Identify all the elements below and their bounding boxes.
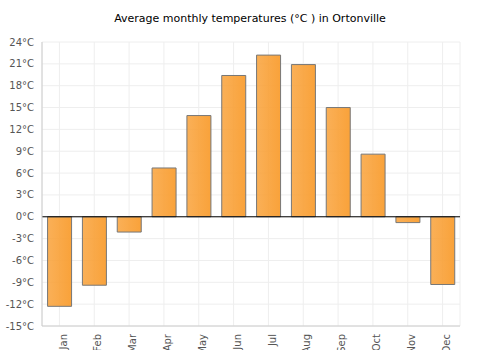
svg-text:-12°C: -12°C (8, 299, 34, 310)
svg-text:9°C: 9°C (16, 146, 34, 157)
svg-text:15°C: 15°C (9, 102, 34, 113)
svg-text:3°C: 3°C (16, 189, 34, 200)
svg-text:Aug: Aug (301, 334, 312, 350)
svg-text:Apr: Apr (162, 333, 173, 350)
svg-text:18°C: 18°C (9, 80, 34, 91)
svg-text:Oct: Oct (371, 334, 382, 350)
svg-text:Feb: Feb (92, 334, 103, 350)
svg-text:-3°C: -3°C (12, 233, 34, 244)
svg-text:-6°C: -6°C (12, 255, 34, 266)
svg-text:Jan: Jan (58, 334, 69, 350)
svg-text:May: May (197, 334, 208, 350)
svg-text:Dec: Dec (441, 334, 452, 350)
svg-text:Jul: Jul (267, 334, 278, 347)
svg-text:Sep: Sep (336, 334, 347, 350)
svg-text:21°C: 21°C (9, 58, 34, 69)
svg-text:-15°C: -15°C (8, 321, 34, 332)
svg-text:12°C: 12°C (9, 124, 34, 135)
svg-text:Mar: Mar (127, 333, 138, 350)
svg-text:24°C: 24°C (9, 37, 34, 48)
svg-text:0°C: 0°C (16, 211, 34, 222)
html-text:Average monthly temperatures (: Average monthly temperatures (°C ) in Or… (114, 12, 386, 25)
svg-text:-9°C: -9°C (12, 277, 34, 288)
svg-text:Jun: Jun (232, 334, 243, 350)
svg-text:Nov: Nov (406, 334, 417, 350)
svg-text:6°C: 6°C (16, 168, 34, 179)
